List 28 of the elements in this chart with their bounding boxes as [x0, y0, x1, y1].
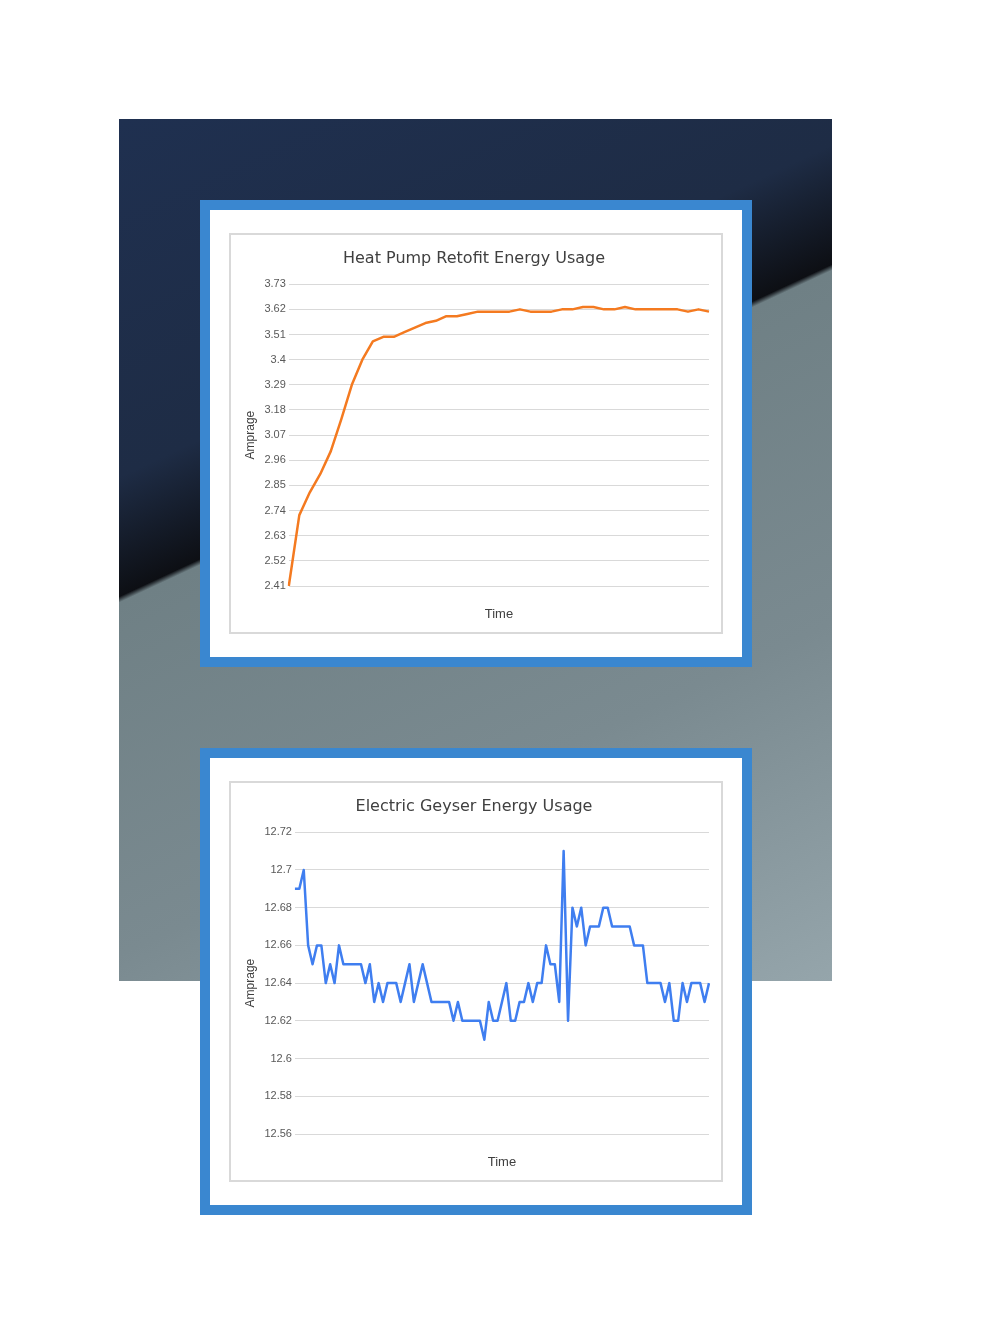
- y-tick-label: 3.07: [264, 428, 286, 441]
- y-tick-label: 12.64: [264, 976, 292, 989]
- y-tick-label: 2.52: [264, 553, 286, 566]
- x-axis-title: Time: [487, 1153, 517, 1169]
- y-tick-label: 2.74: [264, 503, 286, 516]
- y-tick-label: 3.51: [264, 327, 286, 340]
- y-tick-label: 3.73: [264, 277, 286, 290]
- y-tick-label: 3.29: [264, 377, 286, 390]
- y-tick-label: 3.4: [270, 352, 286, 365]
- y-tick-label: 12.72: [264, 825, 292, 838]
- y-tick-label: 12.58: [264, 1089, 292, 1102]
- y-tick-label: 12.7: [270, 862, 292, 875]
- y-tick-label: 12.66: [264, 938, 292, 951]
- y-tick-label: 3.62: [264, 302, 286, 315]
- x-axis-title: Time: [484, 605, 514, 621]
- y-tick-label: 3.18: [264, 402, 286, 415]
- y-tick-label: 2.41: [264, 579, 286, 592]
- y-tick-label: 2.96: [264, 453, 286, 466]
- y-tick-label: 2.63: [264, 528, 286, 541]
- chart-title: Electric Geyser Energy Usage: [355, 795, 593, 815]
- y-axis-title: Amprage: [242, 958, 257, 1008]
- y-tick-label: 12.62: [264, 1013, 292, 1026]
- y-tick-label: 12.6: [270, 1051, 292, 1064]
- y-tick-label: 12.56: [264, 1127, 292, 1140]
- y-tick-label: 2.85: [264, 478, 286, 491]
- y-axis-title: Amprage: [242, 410, 257, 460]
- y-tick-label: 12.68: [264, 900, 292, 913]
- chart-title: Heat Pump Retofit Energy Usage: [342, 247, 606, 267]
